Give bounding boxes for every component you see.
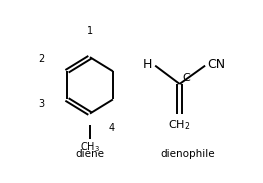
- Text: CN: CN: [207, 58, 225, 71]
- Text: 1: 1: [87, 26, 93, 36]
- Text: H: H: [143, 58, 152, 71]
- Text: C: C: [183, 73, 190, 83]
- Text: dienophile: dienophile: [160, 149, 215, 159]
- Text: CH$_2$: CH$_2$: [168, 118, 191, 132]
- Text: 4: 4: [108, 123, 114, 133]
- Text: diene: diene: [75, 149, 104, 159]
- Text: CH$_3$: CH$_3$: [80, 141, 100, 154]
- Text: 3: 3: [38, 99, 44, 109]
- Text: 2: 2: [38, 54, 44, 64]
